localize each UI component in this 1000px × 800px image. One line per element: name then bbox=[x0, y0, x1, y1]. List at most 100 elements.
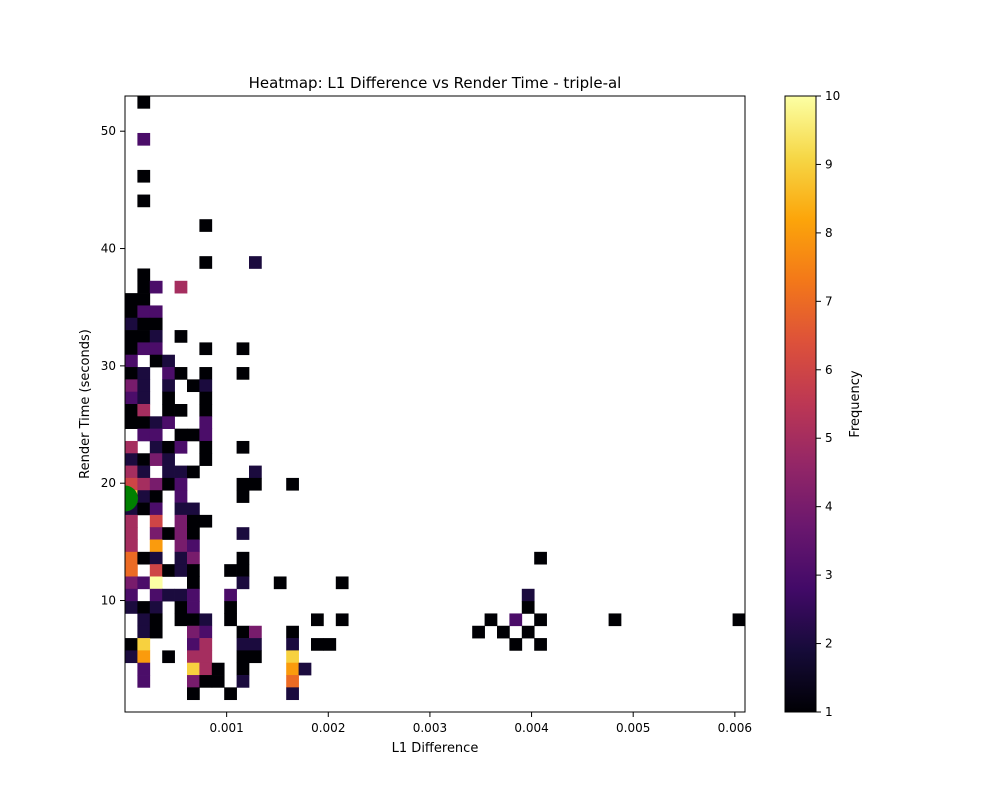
heatmap-cell bbox=[125, 453, 138, 466]
heatmap-cell bbox=[174, 502, 188, 516]
heatmap-cell bbox=[249, 465, 262, 479]
heatmap-cell bbox=[187, 687, 200, 701]
x-tick-label: 0.005 bbox=[616, 721, 650, 735]
heatmap-cell bbox=[224, 613, 237, 627]
heatmap-cell bbox=[137, 305, 151, 319]
heatmap-cell bbox=[236, 638, 250, 651]
heatmap-cell bbox=[174, 367, 188, 380]
heatmap-cell bbox=[298, 662, 312, 676]
heatmap-cell bbox=[149, 551, 163, 565]
heatmap-cell bbox=[125, 539, 138, 553]
heatmap-cell bbox=[335, 576, 349, 590]
heatmap-cell bbox=[137, 132, 151, 146]
heatmap-cell bbox=[534, 551, 547, 565]
heatmap-cell bbox=[137, 613, 151, 627]
heatmap-cell bbox=[174, 404, 188, 417]
heatmap-cell bbox=[149, 477, 163, 491]
heatmap-cell bbox=[125, 514, 138, 528]
heatmap-cell bbox=[236, 527, 250, 540]
colorbar-tick-label: 4 bbox=[825, 500, 833, 514]
x-axis: 0.001 0.002 0.003 0.004 0.005 0.006 bbox=[209, 712, 752, 735]
heatmap-cell bbox=[137, 342, 151, 356]
heatmap-cell bbox=[125, 416, 138, 429]
heatmap-cell bbox=[149, 576, 163, 590]
heatmap-cell bbox=[162, 588, 175, 602]
heatmap-cell bbox=[187, 675, 200, 688]
heatmap-cell bbox=[521, 588, 535, 602]
heatmap-cell bbox=[125, 342, 138, 356]
y-tick-label: 40 bbox=[101, 242, 116, 256]
heatmap-cell bbox=[137, 169, 151, 183]
heatmap-cell bbox=[199, 613, 213, 627]
colorbar-tick-label: 7 bbox=[825, 294, 833, 308]
y-axis: 10 20 30 40 50 bbox=[101, 124, 125, 608]
heatmap-cell bbox=[187, 551, 200, 565]
heatmap-cell bbox=[174, 477, 188, 491]
colorbar-axis: 1 2 3 4 5 6 7 8 9 10 bbox=[816, 89, 840, 719]
heatmap-cell bbox=[137, 551, 151, 565]
heatmap-cell bbox=[125, 391, 138, 405]
heatmap-cell bbox=[125, 330, 138, 343]
heatmap-cell bbox=[125, 404, 138, 417]
heatmap-cell bbox=[174, 330, 188, 343]
x-axis-label: L1 Difference bbox=[392, 741, 479, 756]
heatmap-cell bbox=[149, 440, 163, 454]
heatmap-cell bbox=[162, 367, 175, 380]
heatmap-cell bbox=[211, 675, 225, 688]
heatmap-cell bbox=[249, 477, 262, 491]
heatmap-cell bbox=[187, 502, 200, 516]
heatmap-cell bbox=[187, 650, 200, 664]
heatmap-cell bbox=[149, 502, 163, 516]
heatmap-cell bbox=[199, 638, 213, 651]
heatmap-cell bbox=[125, 317, 138, 331]
heatmap-cell bbox=[199, 625, 213, 639]
heatmap-cell bbox=[162, 465, 175, 479]
heatmap-cell bbox=[534, 638, 547, 651]
highlight-marker bbox=[125, 485, 138, 512]
heatmap-cell bbox=[137, 194, 151, 208]
heatmap-cell bbox=[149, 514, 163, 528]
heatmap-cell bbox=[137, 650, 151, 664]
y-tick-label: 20 bbox=[101, 476, 116, 490]
heatmap-cell bbox=[236, 564, 250, 577]
colorbar-label: Frequency bbox=[848, 370, 863, 437]
heatmap-cell bbox=[125, 527, 138, 540]
colorbar bbox=[784, 95, 817, 713]
heatmap-cell bbox=[199, 391, 213, 405]
heatmap-cell bbox=[137, 367, 151, 380]
heatmap-cell bbox=[187, 564, 200, 577]
heatmap-cell bbox=[149, 428, 163, 442]
heatmap-cell bbox=[174, 551, 188, 565]
heatmap-cell bbox=[249, 650, 262, 664]
heatmap-cell bbox=[174, 613, 188, 627]
heatmap-cell bbox=[509, 613, 523, 627]
heatmap-cell bbox=[236, 551, 250, 565]
heatmap-cell bbox=[608, 613, 622, 627]
heatmap-cell bbox=[149, 416, 163, 429]
heatmap-cell bbox=[149, 490, 163, 503]
heatmap-cell bbox=[187, 379, 200, 393]
heatmap-cell bbox=[211, 662, 225, 676]
heatmap-cell bbox=[236, 576, 250, 590]
heatmap-cell bbox=[224, 601, 237, 614]
heatmap-cell bbox=[484, 613, 498, 627]
heatmap-cell bbox=[162, 650, 175, 664]
heatmap-cell bbox=[125, 440, 138, 454]
heatmap-cell bbox=[249, 256, 262, 269]
heatmap-cell bbox=[174, 564, 188, 577]
heatmap-cell bbox=[125, 576, 138, 590]
heatmap-cell bbox=[162, 453, 175, 466]
heatmap-cell bbox=[125, 551, 138, 565]
heatmap-cell bbox=[137, 416, 151, 429]
heatmap-cell bbox=[174, 527, 188, 540]
heatmap-cell bbox=[162, 404, 175, 417]
heatmap-cell bbox=[521, 601, 535, 614]
heatmap-cell bbox=[199, 662, 213, 676]
heatmap-cell bbox=[199, 379, 213, 393]
heatmap-cell bbox=[149, 330, 163, 343]
heatmap-cell bbox=[137, 465, 151, 479]
heatmap-cell bbox=[224, 588, 237, 602]
heatmap-cell bbox=[162, 440, 175, 454]
heatmap-cell bbox=[137, 576, 151, 590]
